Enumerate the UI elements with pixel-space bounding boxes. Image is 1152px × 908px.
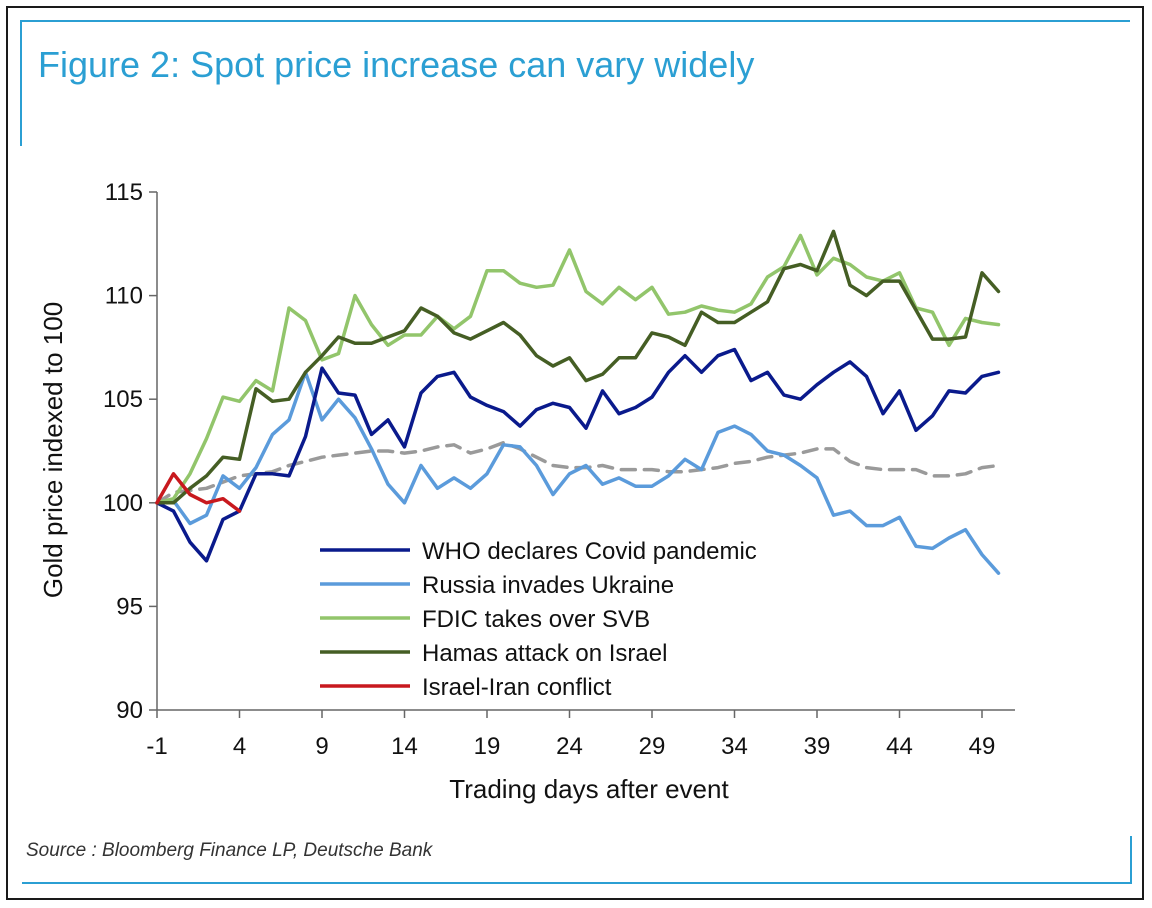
legend-label: Russia invades Ukraine xyxy=(422,572,674,599)
y-tick-label: 105 xyxy=(103,386,143,413)
legend-label: Hamas attack on Israel xyxy=(422,640,667,667)
right-accent-rule xyxy=(1130,836,1132,884)
series-line-hamas-attack-on-israel xyxy=(155,229,1001,505)
x-tick-label: 19 xyxy=(474,733,501,760)
x-tick-label: 44 xyxy=(886,733,913,760)
x-tick-label: 34 xyxy=(721,733,748,760)
figure-frame xyxy=(6,6,1144,900)
series-line-israel-iran-conflict xyxy=(155,472,242,513)
x-tick-label: 39 xyxy=(804,733,831,760)
x-tick-label: 14 xyxy=(391,733,418,760)
legend-label: Israel-Iran conflict xyxy=(422,674,612,701)
y-tick-label: 110 xyxy=(105,283,143,310)
x-tick-label: 24 xyxy=(556,733,583,760)
y-tick-label: 100 xyxy=(103,490,143,517)
x-axis-title: Trading days after event xyxy=(449,774,729,804)
figure-title: Figure 2: Spot price increase can vary w… xyxy=(38,44,755,85)
series-line-who-declares-covid-pandemic xyxy=(155,347,1001,563)
chart-lines xyxy=(155,229,1001,575)
left-accent-rule xyxy=(20,20,22,146)
x-tick-label: 29 xyxy=(639,733,666,760)
x-tick-label: 9 xyxy=(315,733,328,760)
bottom-rule xyxy=(22,882,1132,884)
top-rule xyxy=(20,20,1130,22)
y-tick-label: 90 xyxy=(116,697,143,724)
legend-label: FDIC takes over SVB xyxy=(422,606,650,633)
series-line-average xyxy=(155,440,1001,505)
x-tick-label: -1 xyxy=(146,733,167,760)
x-tick-label: 4 xyxy=(233,733,246,760)
series-line-russia-invades-ukraine xyxy=(155,370,1001,575)
x-tick-label: 49 xyxy=(969,733,996,760)
legend-label: WHO declares Covid pandemic xyxy=(422,538,757,565)
y-tick-label: 95 xyxy=(116,593,143,620)
chart-legend: WHO declares Covid pandemic Russia invade… xyxy=(320,538,757,701)
series-line-fdic-takes-over-svb xyxy=(155,233,1001,505)
source-note: Source : Bloomberg Finance LP, Deutsche … xyxy=(26,840,433,861)
y-axis-title: Gold price indexed to 100 xyxy=(38,302,68,598)
y-tick-label: 115 xyxy=(105,179,143,206)
